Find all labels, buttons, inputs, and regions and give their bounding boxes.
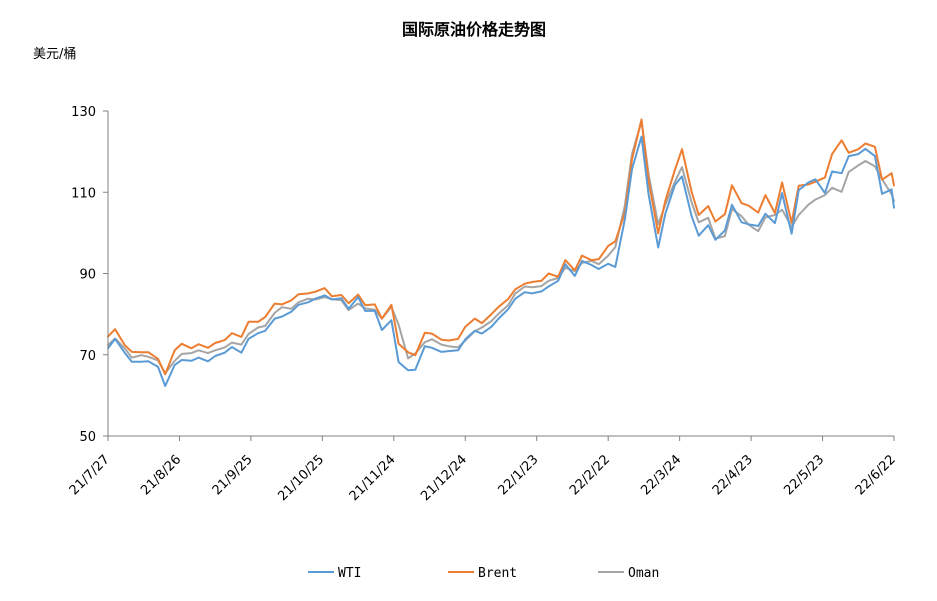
series-line-oman	[107, 120, 895, 375]
legend-label-wti: WTI	[338, 566, 361, 581]
y-tick-label: 70	[79, 349, 96, 364]
legend-label-oman: Oman	[628, 566, 659, 581]
y-axis: 50 70 90 110 130	[71, 105, 108, 445]
x-tick-label: 22/2/22	[567, 452, 613, 498]
y-axis-label: 美元/桶	[33, 47, 76, 62]
y-tick-label: 130	[71, 105, 96, 120]
y-tick-label: 110	[71, 186, 96, 201]
y-tick-label: 50	[79, 430, 96, 445]
x-tick-label: 21/10/25	[275, 452, 327, 504]
x-tick-label: 22/5/23	[781, 452, 827, 498]
x-tick-label: 21/7/27	[67, 452, 113, 498]
series-line-brent	[107, 118, 895, 376]
x-axis: 21/7/27 21/8/26 21/9/25 21/10/25 21/11/24 21/…	[67, 436, 899, 504]
chart-title: 国际原油价格走势图	[402, 20, 546, 39]
legend-label-brent: Brent	[478, 566, 517, 581]
x-tick-label: 21/12/24	[418, 452, 470, 504]
x-tick-label: 22/3/24	[638, 452, 684, 498]
x-tick-label: 21/8/26	[138, 452, 184, 498]
series-layer	[107, 118, 895, 387]
x-tick-label: 22/1/23	[496, 452, 542, 498]
y-tick-label: 90	[79, 268, 96, 283]
x-tick-label: 21/11/24	[347, 452, 399, 504]
legend: WTI Brent Oman	[308, 566, 659, 581]
series-line-wti	[107, 135, 895, 387]
x-tick-label: 22/4/23	[710, 452, 756, 498]
x-tick-label: 22/6/22	[853, 452, 899, 498]
x-tick-label: 21/9/25	[210, 452, 256, 498]
